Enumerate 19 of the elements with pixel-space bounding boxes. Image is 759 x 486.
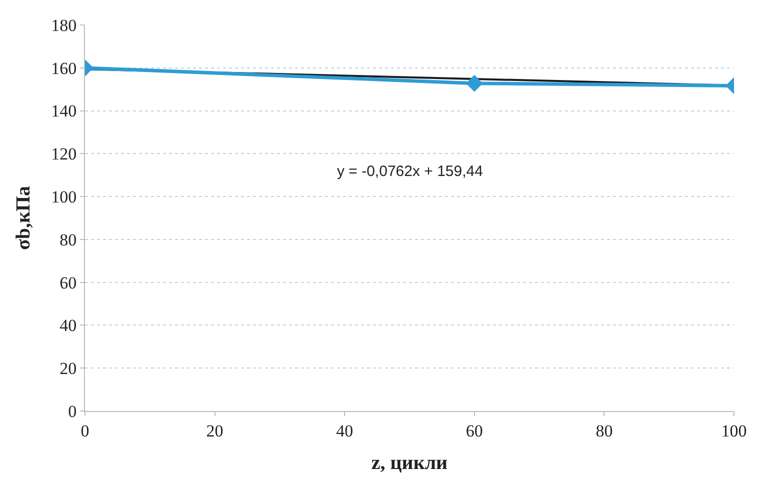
x-tick-label: 60 — [466, 421, 483, 440]
y-tick-label: 100 — [51, 188, 77, 207]
y-tick-label: 20 — [60, 359, 77, 378]
x-tick-label: 100 — [721, 421, 747, 440]
y-tick-label: 60 — [60, 273, 77, 292]
y-tick-label: 180 — [51, 16, 77, 35]
x-axis-title: z, цикли — [371, 452, 448, 474]
y-tick-label: 160 — [51, 58, 77, 78]
y-tick-label: 140 — [51, 102, 77, 121]
y-axis-title: σb,кПа — [12, 186, 35, 250]
x-tick-label: 40 — [336, 421, 354, 440]
annotation: y = -0,0762x + 159,44 — [337, 163, 483, 180]
x-tick-label: 80 — [596, 421, 613, 440]
x-tick-label: 20 — [206, 421, 224, 440]
y-tick-label: 120 — [51, 144, 77, 164]
x-tick-label: 0 — [80, 421, 90, 440]
y-tick-label: 0 — [68, 402, 77, 421]
y-tick-label: 80 — [60, 230, 77, 250]
y-tick-label: 40 — [60, 316, 77, 336]
